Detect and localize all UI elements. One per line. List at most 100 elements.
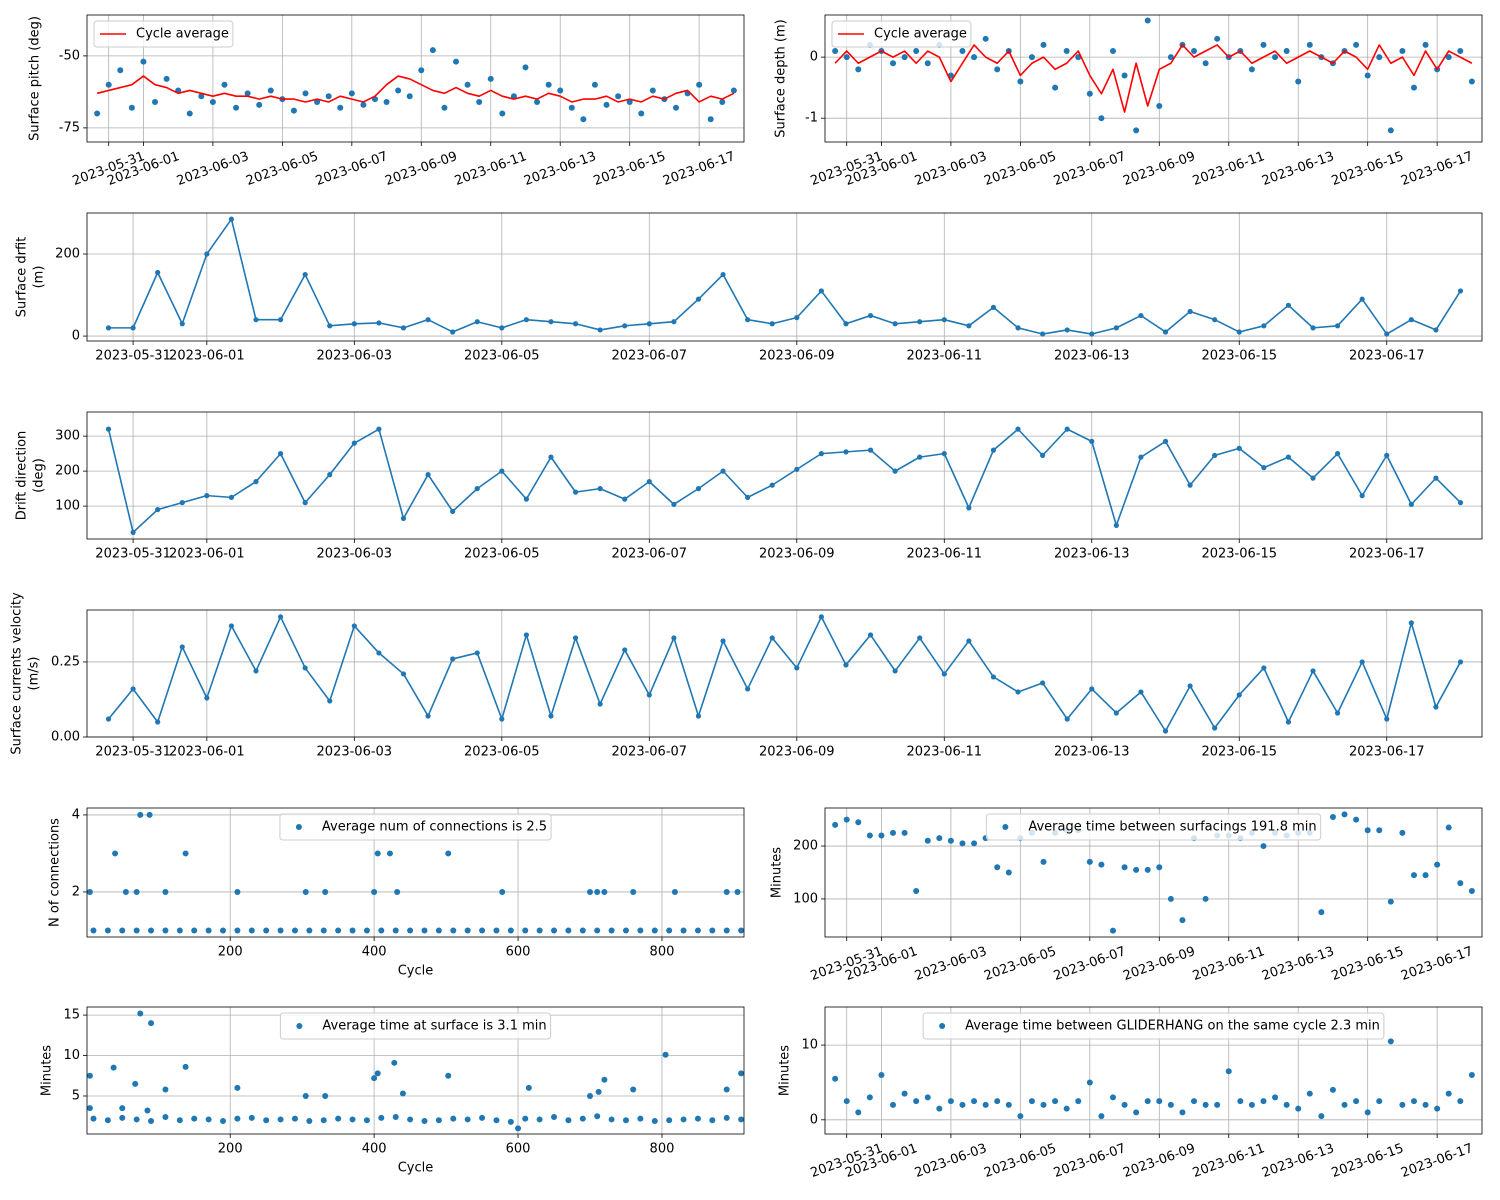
point [843, 54, 850, 61]
point [1017, 1113, 1024, 1120]
x-tick-label: 2023-06-07 [1052, 1141, 1128, 1181]
marker [400, 515, 407, 521]
marker [671, 635, 677, 641]
line [96, 75, 735, 103]
legend-label: Average time at surface is 3.1 min [322, 1019, 546, 1034]
point [94, 110, 101, 117]
point [133, 1116, 140, 1123]
point [579, 1115, 586, 1122]
y-tick-label: 0.00 [51, 730, 80, 745]
marker [474, 486, 480, 492]
x-tick-label: 2023-06-07 [314, 149, 390, 189]
point [557, 87, 564, 94]
y-tick-label: 4 [72, 807, 80, 822]
legend: Average num of connections is 2.5 [279, 813, 552, 841]
point [1341, 1101, 1348, 1108]
point [391, 1059, 398, 1066]
point [709, 927, 716, 934]
marker [794, 665, 800, 671]
point [1028, 54, 1035, 61]
point [1387, 127, 1394, 134]
x-tick-label: 2023-06-17 [1399, 944, 1475, 984]
legend-handle [939, 1023, 946, 1029]
point [1005, 869, 1012, 876]
marker [155, 507, 161, 513]
point [277, 927, 284, 934]
marker [1408, 501, 1414, 507]
x-tick-label: 2023-06-11 [1191, 944, 1267, 984]
point [878, 1071, 885, 1078]
x-tick-label: 2023-06-15 [1201, 349, 1277, 364]
marker [277, 451, 284, 457]
point [314, 98, 321, 105]
marker [990, 674, 997, 680]
point [1399, 829, 1406, 836]
point [406, 93, 413, 100]
marker [1433, 704, 1439, 710]
axes-frame [86, 212, 1483, 342]
marker [130, 686, 136, 692]
point [277, 1116, 284, 1123]
x-tick-label: 2023-06-05 [982, 149, 1058, 189]
y-axis-label: Drift direction [15, 431, 30, 521]
plot-area [832, 1038, 1475, 1120]
legend-box [985, 813, 1322, 841]
point [1353, 1098, 1360, 1105]
point [982, 1101, 989, 1108]
point [1202, 1101, 1209, 1108]
point [198, 93, 205, 100]
x-tick-label: 2023-06-09 [383, 149, 459, 189]
marker [1089, 686, 1095, 692]
point [148, 1020, 155, 1027]
point [878, 832, 885, 839]
point [1086, 1079, 1093, 1086]
y-tick-label: 100 [55, 499, 80, 514]
legend: Cycle average [831, 20, 972, 48]
marker [277, 317, 284, 323]
point [234, 927, 241, 934]
point [105, 81, 112, 88]
marker [228, 216, 235, 222]
point [1260, 843, 1267, 850]
point [608, 1116, 615, 1123]
y-axis-label: Surface currents velocity [10, 592, 25, 755]
point [1167, 1101, 1174, 1108]
legend-box [93, 20, 234, 48]
marker [1089, 438, 1095, 444]
marker [1015, 689, 1021, 695]
marker [671, 501, 677, 507]
point [1329, 813, 1336, 820]
marker [597, 327, 603, 333]
x-tick-label: 2023-06-13 [522, 149, 598, 189]
point [464, 927, 471, 934]
point [325, 93, 332, 100]
point [1017, 78, 1024, 85]
point [959, 1101, 966, 1108]
point [162, 1086, 169, 1093]
legend-label: Average num of connections is 2.5 [322, 820, 547, 835]
y-axis-label: Surface depth (m) [774, 19, 789, 137]
point [162, 1114, 169, 1121]
marker [327, 698, 333, 704]
point [723, 888, 730, 895]
point [374, 1070, 381, 1077]
point [435, 927, 442, 934]
marker [105, 325, 112, 331]
point [119, 1105, 126, 1112]
y-tick-label: 0 [72, 329, 80, 344]
point [1283, 1101, 1290, 1108]
y-tick-label: 10 [63, 1048, 80, 1063]
point [137, 811, 144, 818]
marker [1162, 438, 1169, 444]
y-tick-label: -75 [59, 120, 80, 135]
marker [327, 472, 333, 478]
point [672, 104, 679, 111]
point [450, 927, 457, 934]
point [1353, 41, 1360, 48]
marker [1113, 522, 1119, 528]
point [1295, 78, 1302, 85]
point [601, 888, 608, 895]
point [302, 1092, 309, 1099]
point [176, 1117, 183, 1124]
marker [818, 288, 824, 294]
